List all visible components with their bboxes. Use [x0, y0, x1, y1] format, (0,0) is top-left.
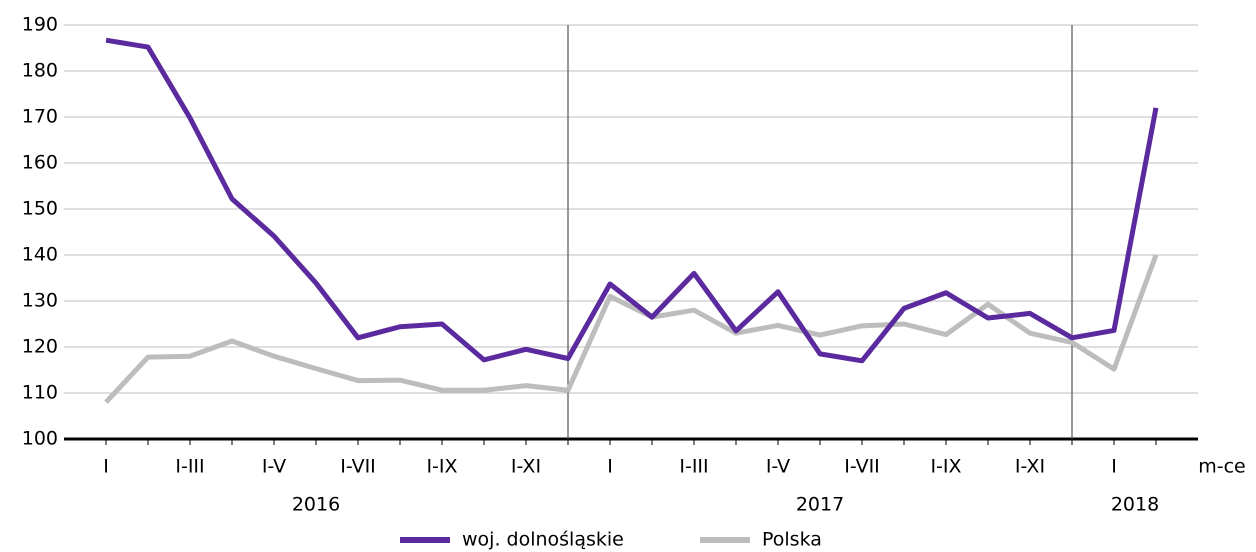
x-tick-label: I-XI [1015, 456, 1045, 478]
x-tick-label: I-VII [340, 456, 376, 478]
x-tick-label: I [103, 456, 109, 478]
x-tick-label: I-V [262, 456, 286, 478]
group-label: 2017 [796, 494, 844, 516]
line [105, 37, 1159, 364]
x-tick-label: I-IX [930, 456, 961, 478]
y-tick-label: 170 [22, 106, 58, 128]
x-tick-label: I-VII [844, 456, 880, 478]
x-axis-label: m-ce [1198, 456, 1246, 478]
y-tick-label: 130 [22, 290, 58, 312]
y-tick-label: 140 [22, 244, 58, 266]
legend-label: woj. dolnośląskie [462, 529, 624, 551]
y-tick-label: 120 [22, 336, 58, 358]
x-tick-label: I-V [766, 456, 790, 478]
x-tick-label: I-III [175, 456, 204, 478]
x-tick-label: I [607, 456, 613, 478]
legend-label: Polska [762, 529, 822, 551]
x-tick-label: I-III [679, 456, 708, 478]
y-tick-label: 150 [22, 198, 58, 220]
y-tick-label: 180 [22, 60, 58, 82]
line [104, 254, 1159, 404]
y-tick-label: 110 [22, 382, 58, 404]
y-tick-label: 160 [22, 152, 58, 174]
y-tick-label: 190 [22, 14, 58, 36]
x-tick-label: I-IX [426, 456, 457, 478]
group-label: 2016 [292, 494, 340, 516]
x-tick-label: I-XI [511, 456, 541, 478]
group-label: 2018 [1111, 494, 1159, 516]
y-tick-label: 100 [22, 428, 58, 450]
x-tick-label: I [1111, 456, 1117, 478]
